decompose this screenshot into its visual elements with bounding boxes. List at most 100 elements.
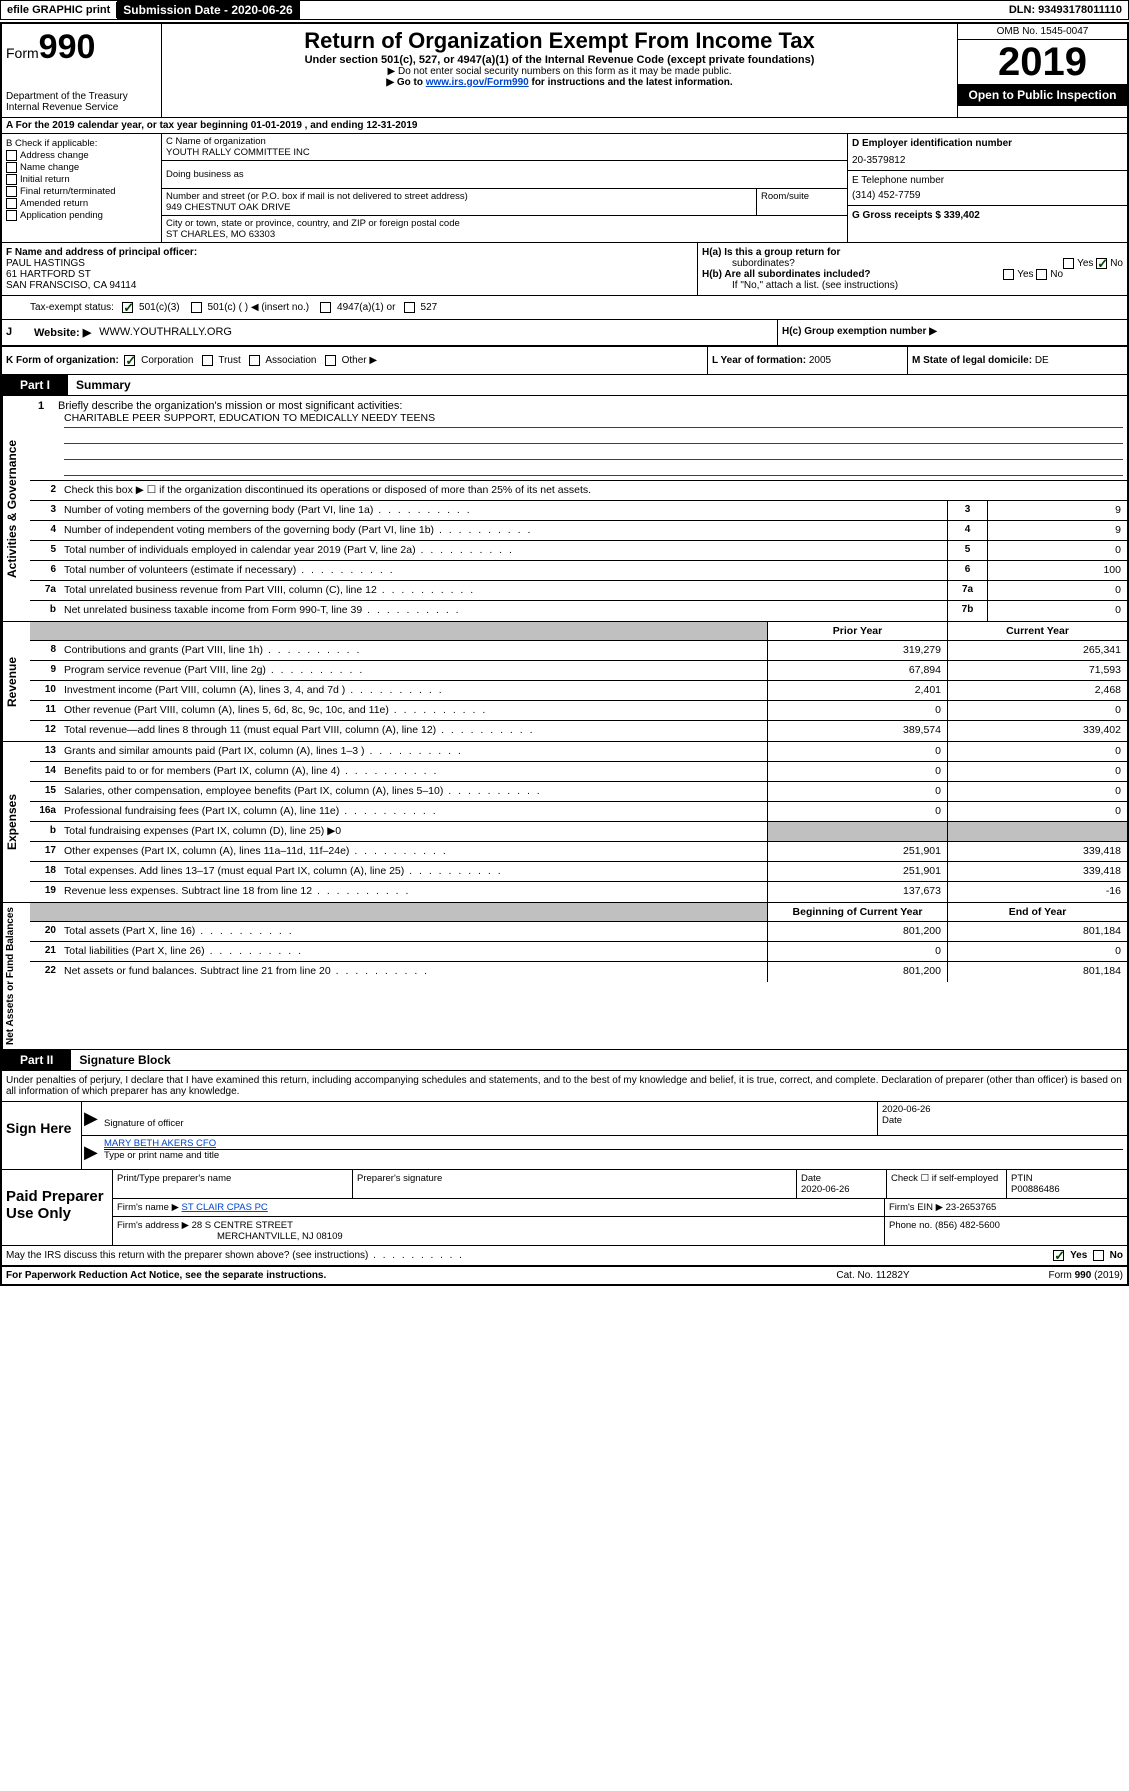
sig-name: MARY BETH AKERS CFO: [104, 1138, 1123, 1150]
gov-line: 6Total number of volunteers (estimate if…: [30, 561, 1127, 581]
chk-pending[interactable]: Application pending: [6, 210, 157, 221]
gov-line: 5Total number of individuals employed in…: [30, 541, 1127, 561]
section-revenue: Revenue Prior Year Current Year 8Contrib…: [2, 621, 1127, 741]
submission-date: Submission Date - 2020-06-26: [117, 1, 299, 19]
omb-number: OMB No. 1545-0047: [958, 24, 1127, 40]
col-h-group: H(a) Is this a group return for subordin…: [697, 243, 1127, 295]
net-line: 21Total liabilities (Part X, line 26)00: [30, 942, 1127, 962]
exp-line: 18Total expenses. Add lines 13–17 (must …: [30, 862, 1127, 882]
paid-preparer-section: Paid Preparer Use Only Print/Type prepar…: [2, 1169, 1127, 1245]
col-b-checkboxes: B Check if applicable: Address change Na…: [2, 134, 162, 242]
officer-name: PAUL HASTINGS: [6, 258, 693, 269]
exp-line: 16aProfessional fundraising fees (Part I…: [30, 802, 1127, 822]
header-right: OMB No. 1545-0047 2019 Open to Public In…: [957, 24, 1127, 117]
sig-date-label: Date: [882, 1115, 1123, 1126]
prep-selfemp: Check ☐ if self-employed: [887, 1170, 1007, 1198]
side-rev: Revenue: [2, 622, 30, 741]
hdr-prior: Prior Year: [767, 622, 947, 640]
ptin-value: P00886486: [1011, 1184, 1123, 1195]
sign-here-section: Sign Here ▶ Signature of officer 2020-06…: [2, 1102, 1127, 1169]
dept-label: Department of the Treasury: [6, 91, 157, 102]
rev-line: 9Program service revenue (Part VIII, lin…: [30, 661, 1127, 681]
chk-final[interactable]: Final return/terminated: [6, 186, 157, 197]
chk-address[interactable]: Address change: [6, 150, 157, 161]
form-subtitle: Under section 501(c), 527, or 4947(a)(1)…: [166, 54, 953, 66]
section-netassets: Net Assets or Fund Balances Beginning of…: [2, 902, 1127, 1049]
top-bar: efile GRAPHIC print Submission Date - 20…: [0, 0, 1129, 20]
mission-text: CHARITABLE PEER SUPPORT, EDUCATION TO ME…: [64, 412, 1123, 428]
line1-num: 1: [38, 400, 58, 412]
sig-date-value: 2020-06-26: [882, 1104, 1123, 1115]
dln: DLN: 93493178011110: [1003, 2, 1128, 18]
col-c-org: C Name of organization YOUTH RALLY COMMI…: [162, 134, 847, 242]
hdr-begin: Beginning of Current Year: [767, 903, 947, 921]
website-label: Website: ▶: [30, 320, 95, 345]
note-ssn: ▶ Do not enter social security numbers o…: [166, 66, 953, 77]
part1-header: Part I Summary: [2, 375, 1127, 396]
rev-line: 8Contributions and grants (Part VIII, li…: [30, 641, 1127, 661]
part1-title: Summary: [68, 375, 139, 395]
suite-label: Room/suite: [757, 189, 847, 216]
paid-label: Paid Preparer Use Only: [2, 1170, 112, 1245]
ptin-label: PTIN: [1011, 1173, 1123, 1184]
phone-value: (314) 452-7759: [852, 190, 1123, 201]
open-inspection: Open to Public Inspection: [958, 84, 1127, 106]
side-net: Net Assets or Fund Balances: [2, 903, 30, 1049]
gov-line: 7aTotal unrelated business revenue from …: [30, 581, 1127, 601]
prep-date-val: 2020-06-26: [801, 1184, 882, 1195]
exp-line: 15Salaries, other compensation, employee…: [30, 782, 1127, 802]
rev-line: 10Investment income (Part VIII, column (…: [30, 681, 1127, 701]
dba-label: Doing business as: [166, 169, 843, 180]
hdr-current: Current Year: [947, 622, 1127, 640]
city-value: ST CHARLES, MO 63303: [166, 229, 843, 240]
col-b-header: B Check if applicable:: [6, 138, 157, 149]
mission-label: Briefly describe the organization's miss…: [58, 400, 402, 412]
col-f-officer: F Name and address of principal officer:…: [2, 243, 697, 295]
header-left: Form990 Department of the Treasury Inter…: [2, 24, 162, 117]
row-k-formation: K Form of organization: Corporation Trus…: [2, 347, 1127, 375]
part2-label: Part II: [2, 1050, 71, 1070]
hdr-end: End of Year: [947, 903, 1127, 921]
sign-here-label: Sign Here: [2, 1102, 82, 1169]
side-exp: Expenses: [2, 742, 30, 902]
section-officer: F Name and address of principal officer:…: [2, 243, 1127, 296]
chk-amended[interactable]: Amended return: [6, 198, 157, 209]
website-value: WWW.YOUTHRALLY.ORG: [95, 320, 777, 345]
row-website: J Website: ▶ WWW.YOUTHRALLY.ORG H(c) Gro…: [2, 320, 1127, 347]
sig-officer-label: Signature of officer: [104, 1118, 873, 1129]
part1-label: Part I: [2, 375, 68, 395]
hb-note: If "No," attach a list. (see instruction…: [702, 280, 1123, 291]
exp-line: 14Benefits paid to or for members (Part …: [30, 762, 1127, 782]
tax-year: 2019: [958, 40, 1127, 84]
org-name-label: C Name of organization: [166, 136, 843, 147]
gov-line: bNet unrelated business taxable income f…: [30, 601, 1127, 621]
net-line: 22Net assets or fund balances. Subtract …: [30, 962, 1127, 982]
arrow-icon: ▶: [82, 1136, 100, 1169]
form-title: Return of Organization Exempt From Incom…: [166, 28, 953, 54]
rev-line: 11Other revenue (Part VIII, column (A), …: [30, 701, 1127, 721]
exp-line: bTotal fundraising expenses (Part IX, co…: [30, 822, 1127, 842]
phone-label: E Telephone number: [852, 175, 1123, 186]
discuss-row: May the IRS discuss this return with the…: [2, 1245, 1127, 1265]
city-label: City or town, state or province, country…: [166, 218, 843, 229]
side-gov: Activities & Governance: [2, 396, 30, 621]
hc-group-exemption: H(c) Group exemption number ▶: [777, 320, 1127, 345]
street-label: Number and street (or P.O. box if mail i…: [166, 191, 752, 202]
exp-line: 17Other expenses (Part IX, column (A), l…: [30, 842, 1127, 862]
form-container: Form990 Department of the Treasury Inter…: [0, 22, 1129, 1286]
sig-name-label: Type or print name and title: [104, 1150, 1123, 1161]
chk-namechg[interactable]: Name change: [6, 162, 157, 173]
org-name: YOUTH RALLY COMMITTEE INC: [166, 147, 843, 158]
exp-line: 13Grants and similar amounts paid (Part …: [30, 742, 1127, 762]
arrow-icon: ▶: [82, 1102, 100, 1135]
gov-line: 3Number of voting members of the governi…: [30, 501, 1127, 521]
street-value: 949 CHESTNUT OAK DRIVE: [166, 202, 752, 213]
footer: For Paperwork Reduction Act Notice, see …: [2, 1265, 1127, 1284]
exp-line: 19Revenue less expenses. Subtract line 1…: [30, 882, 1127, 902]
ein-label: D Employer identification number: [852, 138, 1012, 149]
section-governance: Activities & Governance 1 Briefly descri…: [2, 396, 1127, 621]
prep-name-hdr: Print/Type preparer's name: [113, 1170, 353, 1198]
row-a-period: A For the 2019 calendar year, or tax yea…: [2, 118, 1127, 134]
discuss-question: May the IRS discuss this return with the…: [6, 1250, 1053, 1261]
chk-initial[interactable]: Initial return: [6, 174, 157, 185]
